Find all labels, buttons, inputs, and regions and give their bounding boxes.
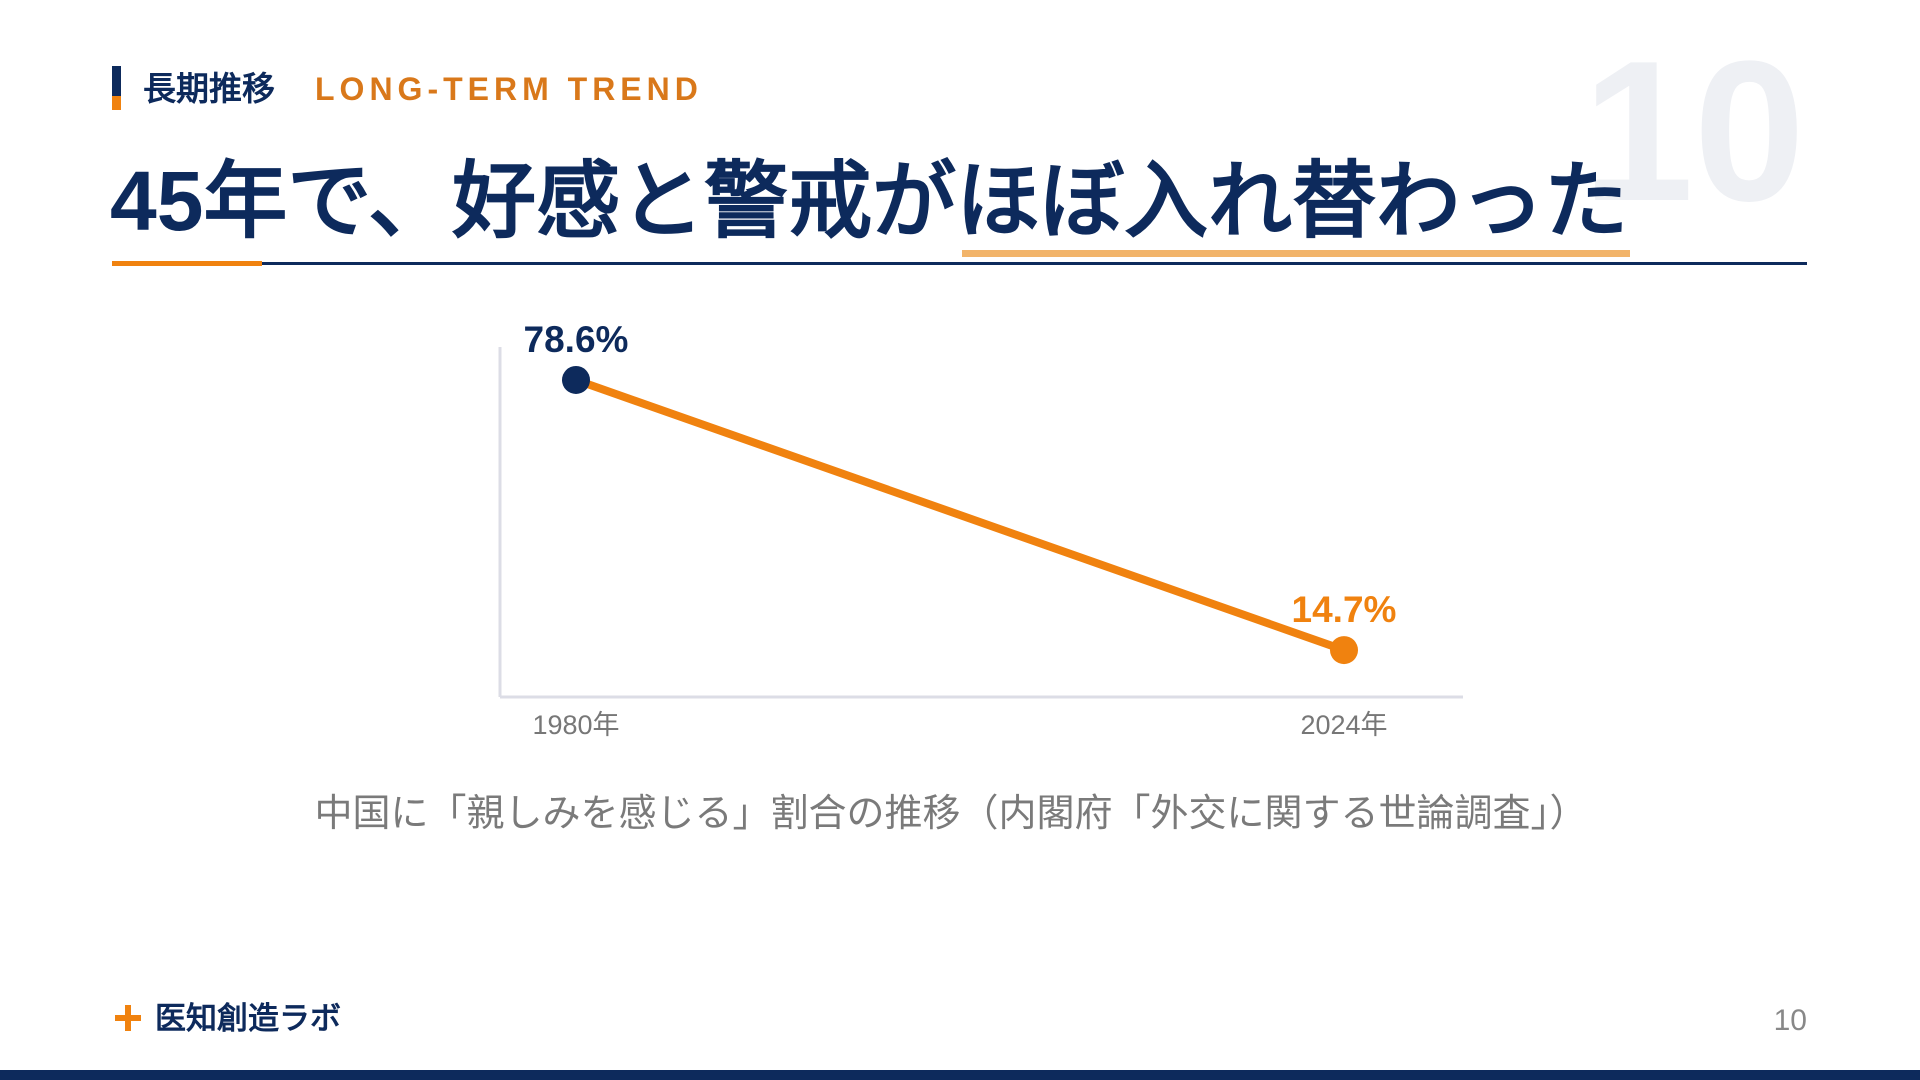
brand-name: 医知創造ラボ xyxy=(155,1001,341,1036)
value-label: 14.7% xyxy=(1292,589,1397,630)
data-line xyxy=(572,375,1348,655)
section-label: 長期推移 xyxy=(143,70,275,107)
page-number: 10 xyxy=(1774,1004,1807,1037)
data-point xyxy=(1330,636,1358,665)
page-watermark: 10 xyxy=(1583,20,1805,243)
value-label: 78.6% xyxy=(524,319,629,360)
title-highlight xyxy=(962,250,1630,257)
title-rule xyxy=(112,262,1807,265)
brand-icon xyxy=(125,1005,131,1031)
data-point xyxy=(562,365,590,394)
chart: 78.6% 1980年 14.7% 2024年 xyxy=(498,319,1463,740)
bottom-bar xyxy=(0,1070,1920,1080)
slide-title: 45年で、好感と警戒がほぼ入れ替わった xyxy=(110,154,1628,248)
title-rule-accent xyxy=(112,261,262,266)
tag-bar-accent xyxy=(112,96,121,110)
chart-caption: 中国に「親しみを感じる」割合の推移（内閣府「外交に関する世論調査」） xyxy=(314,793,1587,835)
section-label-en: LONG-TERM TREND xyxy=(315,71,703,107)
x-tick-label: 1980年 xyxy=(532,710,619,740)
x-tick-label: 2024年 xyxy=(1300,710,1387,740)
tag-bar xyxy=(112,66,121,96)
